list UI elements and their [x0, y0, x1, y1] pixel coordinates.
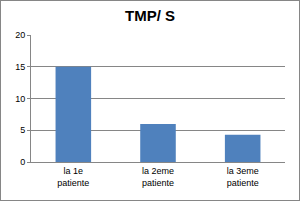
svg-text:TMP/ S: TMP/ S [125, 7, 175, 24]
svg-text:0: 0 [20, 157, 25, 167]
svg-text:la 3emepatiente: la 3emepatiente [227, 166, 259, 188]
svg-text:la 2emepatiente: la 2emepatiente [142, 166, 174, 188]
svg-text:la 1epatiente: la 1epatiente [57, 166, 89, 188]
svg-text:20: 20 [15, 30, 25, 40]
svg-text:10: 10 [15, 94, 25, 104]
svg-text:15: 15 [15, 62, 25, 72]
svg-text:5: 5 [20, 125, 25, 135]
